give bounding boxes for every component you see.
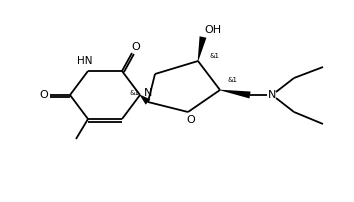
Polygon shape bbox=[140, 95, 150, 105]
Text: N: N bbox=[144, 88, 152, 98]
Text: HN: HN bbox=[77, 56, 93, 66]
Text: &1: &1 bbox=[227, 77, 237, 83]
Polygon shape bbox=[220, 90, 251, 98]
Text: N: N bbox=[268, 90, 276, 100]
Text: &1: &1 bbox=[210, 53, 220, 59]
Text: OH: OH bbox=[205, 25, 222, 35]
Text: O: O bbox=[132, 42, 141, 52]
Text: O: O bbox=[40, 90, 48, 100]
Text: O: O bbox=[187, 115, 195, 125]
Text: &1: &1 bbox=[129, 90, 139, 96]
Polygon shape bbox=[198, 36, 206, 61]
